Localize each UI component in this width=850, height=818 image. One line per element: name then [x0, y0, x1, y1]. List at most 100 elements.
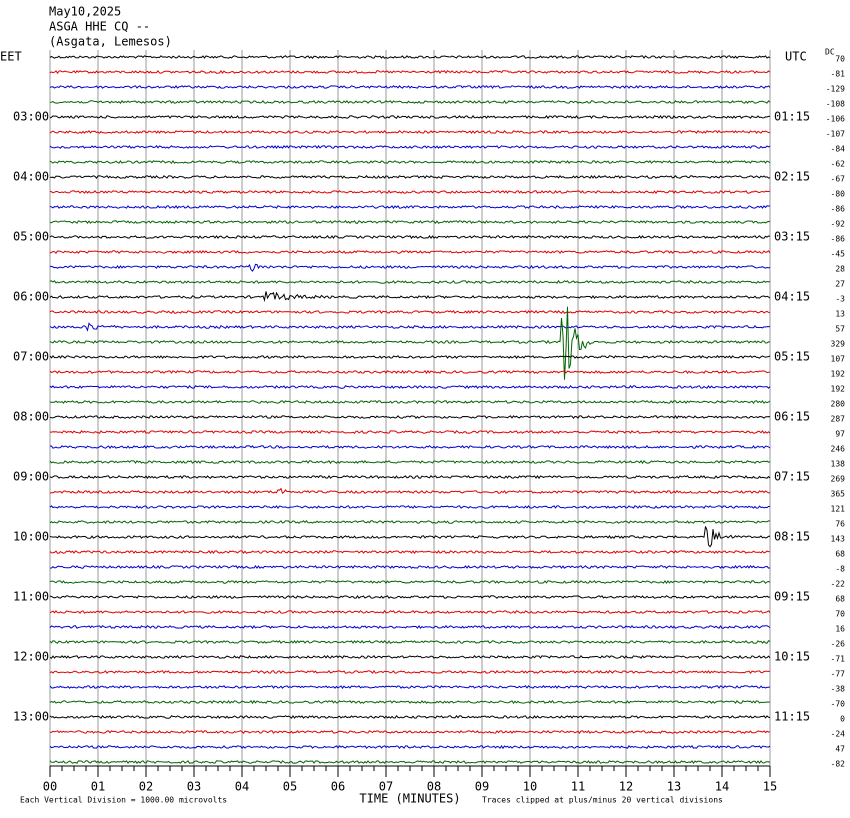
dc-offset: 280: [831, 400, 846, 409]
dc-offset: 107: [831, 355, 846, 364]
dc-offset: -26: [831, 640, 846, 649]
clip-note: Traces clipped at plus/minus 20 vertical…: [482, 796, 723, 805]
dc-offset: -86: [831, 235, 846, 244]
left-time: 13:00: [13, 710, 49, 724]
trace: [49, 55, 771, 59]
trace: [49, 355, 771, 360]
left-time: 05:00: [13, 230, 49, 244]
dc-offset: -45: [831, 250, 846, 259]
trace: [49, 730, 771, 735]
trace: [49, 414, 771, 420]
x-tick-label: 10: [523, 780, 537, 794]
dc-offset: 121: [831, 505, 846, 514]
right-time: 10:15: [774, 650, 810, 664]
left-time: 11:00: [13, 590, 49, 604]
trace: [49, 369, 771, 375]
dc-offset: 97: [835, 430, 845, 439]
right-time: 01:15: [774, 110, 810, 124]
title-date: May10,2025: [49, 5, 121, 19]
x-axis-title: TIME (MINUTES): [359, 792, 460, 806]
trace: [49, 760, 771, 764]
trace: [49, 322, 771, 332]
trace: [49, 249, 771, 255]
trace: [49, 99, 771, 104]
dc-offset: 57: [835, 325, 845, 334]
dc-offset: -70: [831, 700, 846, 709]
right-time: 08:15: [774, 530, 810, 544]
dc-offset: 16: [835, 625, 845, 634]
x-tick-label: 06: [331, 780, 345, 794]
trace: [49, 309, 771, 314]
trace: [49, 624, 771, 630]
dc-offset: 192: [831, 370, 846, 379]
trace: [49, 639, 771, 644]
dc-offset: 27: [835, 280, 845, 289]
dc-offset: -71: [831, 655, 846, 664]
left-label: EET: [0, 50, 22, 64]
right-time: 04:15: [774, 290, 810, 304]
dc-offset: 68: [835, 595, 845, 604]
trace: [49, 235, 771, 239]
dc-offset: -92: [831, 220, 846, 229]
title-station: ASGA HHE CQ --: [49, 20, 150, 34]
trace: [49, 699, 771, 705]
x-tick-label: 13: [667, 780, 681, 794]
dc-offset: 68: [835, 550, 845, 559]
trace: [49, 744, 771, 750]
right-label: UTC: [785, 50, 807, 64]
dc-offset: -24: [831, 730, 846, 739]
trace: [49, 430, 771, 434]
trace: [49, 114, 770, 120]
dc-offset: -80: [831, 190, 846, 199]
left-time: 12:00: [13, 650, 49, 664]
left-time: 03:00: [13, 110, 49, 124]
right-time: 05:15: [774, 350, 810, 364]
trace: [49, 69, 771, 74]
dc-offset: -38: [831, 685, 846, 694]
trace: [49, 159, 771, 164]
right-time: 02:15: [774, 170, 810, 184]
x-tick-label: 05: [283, 780, 297, 794]
dc-offset: -86: [831, 205, 846, 214]
x-tick-label: 00: [43, 780, 57, 794]
dc-offset: -67: [831, 175, 846, 184]
right-time: 11:15: [774, 710, 810, 724]
dc-offset: 287: [831, 415, 846, 424]
trace: [49, 669, 771, 675]
trace: [49, 520, 770, 524]
x-tick-label: 11: [571, 780, 585, 794]
right-time: 06:15: [774, 410, 810, 424]
trace: [49, 580, 771, 585]
dc-offset: 138: [831, 460, 846, 469]
dc-offset: 329: [831, 340, 846, 349]
left-time: 04:00: [13, 170, 49, 184]
trace: [49, 400, 771, 405]
trace: [49, 474, 771, 480]
left-time: 09:00: [13, 470, 49, 484]
trace: [49, 595, 771, 599]
left-time: 06:00: [13, 290, 49, 304]
trace: [49, 526, 771, 548]
trace: [49, 487, 771, 495]
trace: [49, 279, 771, 284]
dc-offset: 0: [840, 715, 845, 724]
trace: [49, 445, 771, 450]
left-time: 10:00: [13, 530, 49, 544]
left-time: 08:00: [13, 410, 49, 424]
right-time: 09:15: [774, 590, 810, 604]
dc-offset: 143: [831, 535, 846, 544]
scale-note: Each Vertical Division = 1000.00 microvo…: [20, 796, 227, 805]
dc-offset: -8: [835, 565, 845, 574]
x-tick-label: 15: [763, 780, 777, 794]
x-tick-label: 14: [715, 780, 729, 794]
trace: [49, 189, 771, 195]
trace: [49, 685, 771, 690]
dc-offset: -62: [831, 160, 846, 169]
dc-offset: 13: [835, 310, 845, 319]
x-tick-label: 03: [187, 780, 201, 794]
trace: [49, 609, 771, 614]
dc-offset: 76: [835, 520, 845, 529]
trace: [49, 204, 770, 210]
dc-offset: -108: [826, 100, 845, 109]
